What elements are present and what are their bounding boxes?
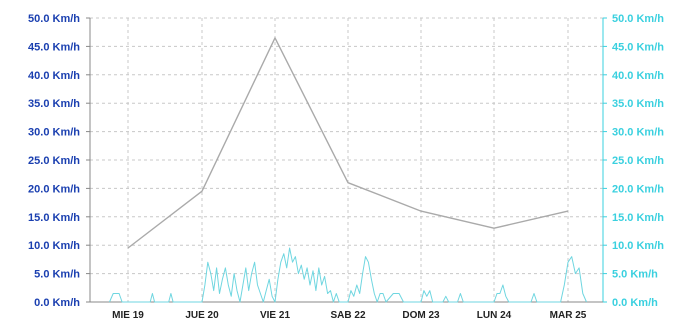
- x-tick-label: JUE 20: [185, 310, 219, 320]
- y-tick-label-left: 35.0 Km/h: [28, 98, 80, 110]
- plot-area: [90, 18, 603, 302]
- x-tick-label: LUN 24: [477, 310, 512, 320]
- y-tick-label-right: 45.0 Km/h: [612, 41, 664, 53]
- y-axis-right: 0.0 Km/h 5.0 Km/h 10.0 Km/h 15.0 Km/h 20.0 K…: [603, 13, 664, 309]
- x-tick-label: MAR 25: [550, 310, 587, 320]
- y-tick-label-left: 30.0 Km/h: [28, 127, 80, 139]
- y-tick-label-right: 40.0 Km/h: [612, 70, 664, 82]
- series-hourly: [109, 247, 587, 303]
- y-tick-label-left: 10.0 Km/h: [28, 240, 80, 252]
- x-axis: MIE 19 JUE 20 VIE 21 SAB 22 DOM 23 LUN 24 MAR …: [112, 310, 587, 320]
- y-tick-label-left: 15.0 Km/h: [28, 212, 80, 224]
- series-line-hourly: [109, 247, 587, 303]
- y-tick-label-left: 25.0 Km/h: [28, 155, 80, 167]
- y-tick-label-right: 0.0 Km/h: [612, 297, 658, 309]
- y-tick-label-left: 40.0 Km/h: [28, 70, 80, 82]
- y-tick-label-left: 0.0 Km/h: [34, 297, 80, 309]
- y-tick-label-left: 5.0 Km/h: [34, 269, 80, 281]
- y-tick-label-right: 30.0 Km/h: [612, 127, 664, 139]
- y-tick-label-right: 25.0 Km/h: [612, 155, 664, 167]
- series-daily: [127, 37, 569, 249]
- x-tick-label: VIE 21: [260, 310, 290, 320]
- x-tick-label: SAB 22: [330, 310, 365, 320]
- y-tick-label-left: 50.0 Km/h: [28, 13, 80, 25]
- y-tick-label-left: 20.0 Km/h: [28, 183, 80, 195]
- series-line-daily: [127, 37, 569, 249]
- y-tick-label-right: 10.0 Km/h: [612, 240, 664, 252]
- y-tick-label-right: 15.0 Km/h: [612, 212, 664, 224]
- y-tick-label-right: 35.0 Km/h: [612, 98, 664, 110]
- y-axis-left: 0.0 Km/h 5.0 Km/h 10.0 Km/h 15.0 Km/h 20.0 K…: [28, 13, 90, 309]
- y-tick-label-right: 5.0 Km/h: [612, 269, 658, 281]
- y-tick-label-left: 45.0 Km/h: [28, 41, 80, 53]
- x-tick-label: DOM 23: [402, 310, 440, 320]
- x-tick-label: MIE 19: [112, 310, 144, 320]
- y-tick-label-right: 20.0 Km/h: [612, 183, 664, 195]
- y-tick-label-right: 50.0 Km/h: [612, 13, 664, 25]
